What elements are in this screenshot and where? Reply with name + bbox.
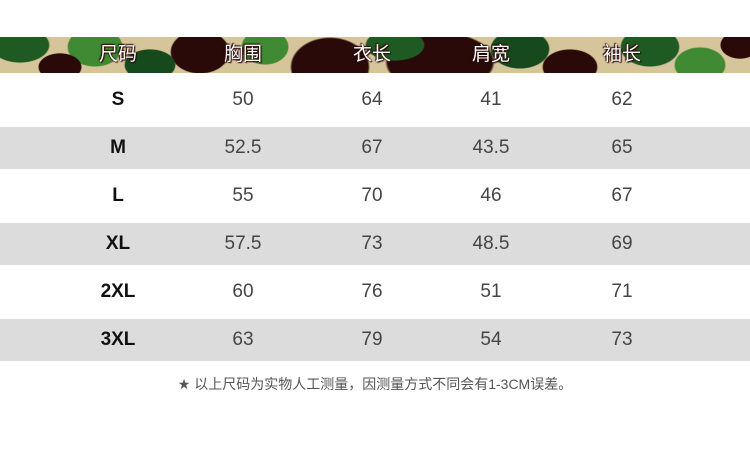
measurement-cell: 64 (361, 89, 383, 110)
measurement-cell: 41 (480, 89, 502, 110)
measurement-cell: 69 (611, 233, 633, 254)
measurement-cell: 73 (611, 329, 633, 350)
measurement-cell: 60 (232, 281, 254, 302)
header-length: 衣长 (352, 44, 391, 65)
camo-header-band: 尺码 胸围 衣长 肩宽 袖长 (0, 37, 750, 73)
measurement-cell: 79 (361, 329, 383, 350)
size-label: XL (105, 233, 131, 254)
header-shoulder: 肩宽 (471, 44, 510, 65)
measurement-cell: 62 (611, 89, 633, 110)
size-label: L (112, 185, 124, 206)
measurement-cell: 70 (361, 185, 383, 206)
header-size: 尺码 (98, 44, 137, 65)
measurement-cell: 67 (361, 137, 383, 158)
measurement-cell: 63 (232, 329, 254, 350)
measurement-note: ★ 以上尺码为实物人工测量，因测量方式不同会有1-3CM误差。 (177, 376, 573, 392)
measurement-cell: 46 (480, 185, 502, 206)
measurement-cell: 51 (480, 281, 502, 302)
header-sleeve: 袖长 (602, 44, 641, 65)
measurement-cell: 76 (361, 281, 383, 302)
measurement-cell: 52.5 (224, 137, 262, 158)
measurement-cell: 50 (232, 89, 254, 110)
measurement-cell: 73 (361, 233, 383, 254)
header-chest: 胸围 (223, 44, 262, 65)
table-row: 3XL 63 79 54 73 (0, 319, 750, 361)
measurement-cell: 65 (611, 137, 633, 158)
table-row: 2XL 60 76 51 71 (0, 271, 750, 313)
table-row: L 55 70 46 67 (0, 175, 750, 217)
measurement-cell: 48.5 (472, 233, 510, 254)
measurement-cell: 55 (232, 185, 254, 206)
measurement-cell: 67 (611, 185, 633, 206)
table-row: S 50 64 41 62 (0, 79, 750, 121)
size-label: 2XL (100, 281, 136, 302)
size-label: 3XL (100, 329, 136, 350)
measurement-cell: 71 (611, 281, 633, 302)
size-label: S (111, 89, 125, 110)
measurement-cell: 43.5 (472, 137, 510, 158)
measurement-cell: 57.5 (224, 233, 262, 254)
measurement-cell: 54 (480, 329, 502, 350)
table-row: XL 57.5 73 48.5 69 (0, 223, 750, 265)
table-row: M 52.5 67 43.5 65 (0, 127, 750, 169)
size-label: M (110, 137, 126, 158)
